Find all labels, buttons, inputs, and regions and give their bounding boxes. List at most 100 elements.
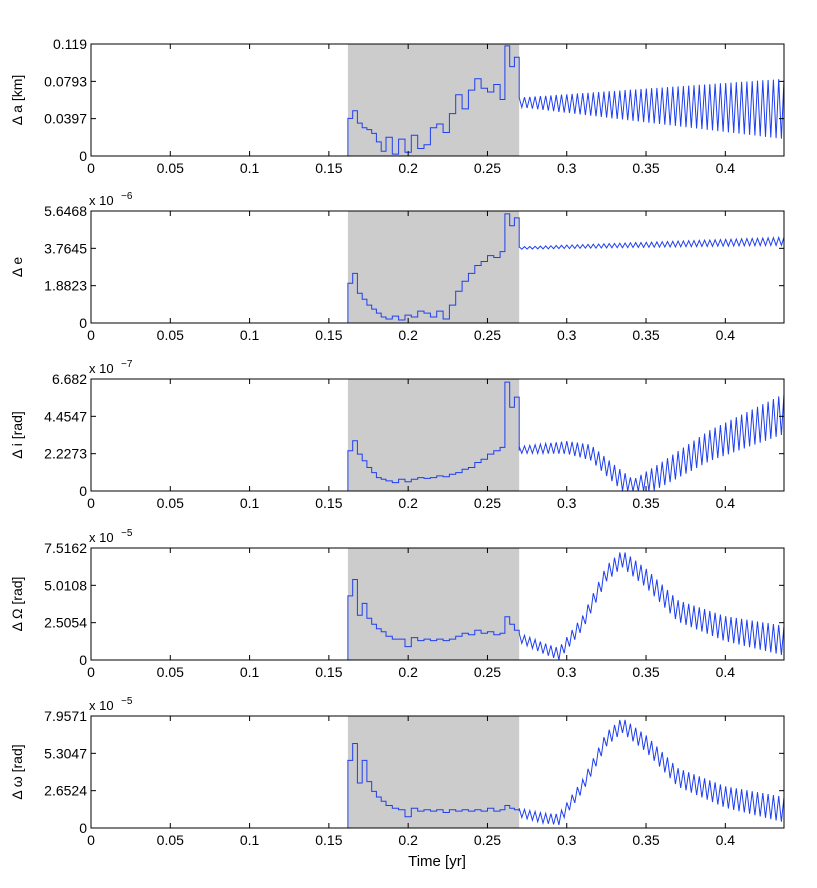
y-tick-label: 2.2273	[44, 446, 87, 462]
x-tick-label: 0.05	[157, 160, 184, 176]
x-tick-label: 0.15	[315, 664, 342, 680]
y-tick-label: 7.5162	[44, 540, 87, 556]
x-tick-label: 0.1	[240, 495, 260, 511]
axes-box	[90, 547, 785, 661]
exponent-power: −5	[121, 528, 133, 539]
x-tick-label: 0.25	[474, 832, 501, 848]
x-tick-label: 0.2	[398, 160, 418, 176]
panel-1: 0 0.05 0.1 0.15 0.2 0.25 0.3 0.35 0.4 0 0.0397 0.07…	[9, 36, 785, 176]
y-tick-label: 2.6524	[44, 783, 87, 799]
axes-box	[90, 715, 785, 829]
y-tick-label: 0.119	[53, 36, 87, 52]
x-tick-label: 0.4	[716, 664, 736, 680]
axes-box	[90, 210, 785, 324]
y-tick-label: 0	[79, 483, 87, 499]
x-tick-label: 0.25	[474, 160, 501, 176]
y-axis-label: Δ ω [rad]	[9, 744, 25, 799]
y-tick-label: 3.7645	[44, 240, 87, 256]
shaded-region	[347, 548, 520, 660]
x-tick-label: 0.35	[632, 495, 659, 511]
x-tick-label: 0.2	[398, 832, 418, 848]
y-tick-label: 0	[79, 820, 87, 836]
axes-box	[90, 43, 785, 157]
x-tick-label: 0	[87, 495, 95, 511]
x-tick-label: 0.1	[240, 664, 260, 680]
panel-5: 0 0.05 0.1 0.15 0.2 0.25 0.3 0.35 0.4 0 2.6524 5.30…	[9, 696, 785, 848]
x-tick-label: 0.2	[398, 495, 418, 511]
x-tick-label: 0.3	[557, 495, 577, 511]
x-tick-label: 0.4	[716, 495, 736, 511]
y-axis-label: Δ a [km]	[9, 75, 25, 126]
x-tick-label: 0	[87, 832, 95, 848]
shaded-region	[347, 379, 520, 491]
x-tick-label: 0.05	[157, 664, 184, 680]
exponent-label: x 10	[89, 698, 114, 713]
x-tick-label: 0.25	[474, 327, 501, 343]
x-tick-label: 0.15	[315, 832, 342, 848]
x-tick-label: 0	[87, 160, 95, 176]
y-tick-label: 0.0397	[44, 111, 87, 127]
x-tick-label: 0	[87, 664, 95, 680]
x-tick-label: 0.05	[157, 495, 184, 511]
x-tick-label: 0.1	[240, 327, 260, 343]
y-tick-label: 0.0793	[44, 73, 87, 89]
y-axis-label: Δ i [rad]	[9, 411, 25, 458]
panel-3: 0 0.05 0.1 0.15 0.2 0.25 0.3 0.35 0.4 0 2.2273 4.45…	[9, 359, 785, 511]
x-tick-label: 0.35	[632, 160, 659, 176]
y-tick-label: 5.3047	[44, 745, 87, 761]
x-tick-label: 0.25	[474, 664, 501, 680]
shaded-region	[347, 716, 520, 828]
y-tick-label: 2.5054	[44, 615, 87, 631]
y-tick-label: 4.4547	[44, 408, 87, 424]
y-tick-label: 0	[79, 148, 87, 164]
x-tick-label: 0.1	[240, 832, 260, 848]
x-tick-label: 0.15	[315, 495, 342, 511]
series-line	[91, 552, 785, 661]
y-axis-label: Δ e	[9, 257, 25, 277]
shaded-region	[347, 44, 520, 156]
x-tick-label: 0.1	[240, 160, 260, 176]
x-tick-label: 0.35	[632, 664, 659, 680]
series-line	[91, 719, 785, 829]
x-tick-label: 0.35	[632, 832, 659, 848]
series-line	[91, 45, 785, 157]
x-tick-label: 0.15	[315, 327, 342, 343]
x-axis-label: Time [yr]	[408, 853, 466, 870]
panel-2: 0 0.05 0.1 0.15 0.2 0.25 0.3 0.35 0.4 0 1.8823 3.76…	[9, 191, 785, 343]
x-tick-label: 0.05	[157, 832, 184, 848]
x-tick-label: 0.4	[716, 327, 736, 343]
x-tick-label: 0.3	[557, 327, 577, 343]
exponent-power: −5	[121, 696, 133, 707]
exponent-label: x 10	[89, 193, 114, 208]
x-tick-label: 0.35	[632, 327, 659, 343]
exponent-power: −6	[121, 191, 133, 202]
x-tick-label: 0.3	[557, 832, 577, 848]
x-tick-label: 0.3	[557, 160, 577, 176]
y-tick-label: 5.6468	[44, 203, 87, 219]
exponent-label: x 10	[89, 361, 114, 376]
y-axis-label: Δ Ω [rad]	[9, 577, 25, 632]
y-tick-label: 7.9571	[44, 708, 87, 724]
x-tick-label: 0.2	[398, 664, 418, 680]
x-tick-label: 0.05	[157, 327, 184, 343]
series-line	[91, 213, 785, 324]
panel-4: 0 0.05 0.1 0.15 0.2 0.25 0.3 0.35 0.4 0 2.5054 5.01…	[9, 528, 785, 680]
y-tick-label: 0	[79, 315, 87, 331]
x-tick-label: 0.3	[557, 664, 577, 680]
x-tick-label: 0.4	[716, 832, 736, 848]
series-line	[91, 381, 785, 492]
shaded-region	[347, 211, 520, 323]
y-tick-label: 1.8823	[44, 278, 87, 294]
x-tick-label: 0.15	[315, 160, 342, 176]
axes-box	[90, 378, 785, 492]
x-tick-label: 0	[87, 327, 95, 343]
y-tick-label: 6.682	[52, 371, 87, 387]
exponent-power: −7	[121, 359, 133, 370]
x-tick-label: 0.4	[716, 160, 736, 176]
exponent-label: x 10	[89, 530, 114, 545]
y-tick-label: 0	[79, 652, 87, 668]
x-tick-label: 0.2	[398, 327, 418, 343]
y-tick-label: 5.0108	[44, 577, 87, 593]
x-tick-label: 0.25	[474, 495, 501, 511]
